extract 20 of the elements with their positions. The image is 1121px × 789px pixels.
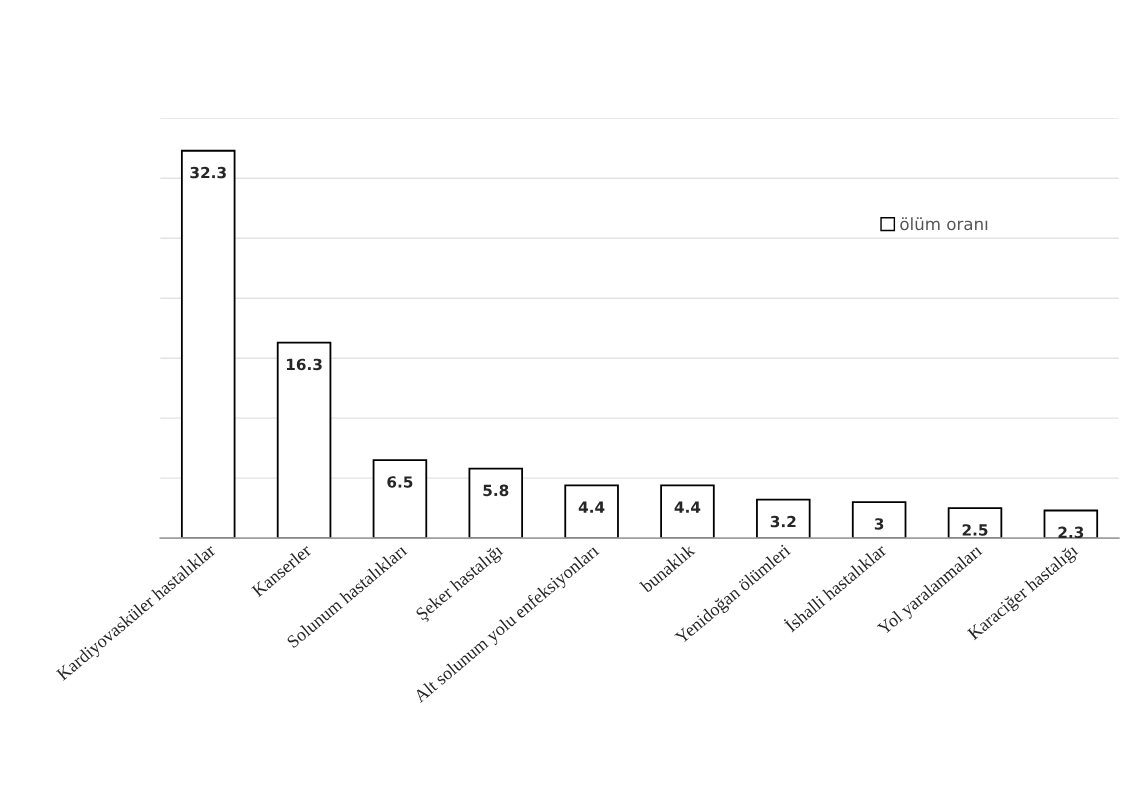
bar (660, 484, 715, 539)
data-label: 32.3 (190, 166, 226, 179)
data-label: 3.2 (770, 515, 796, 528)
data-label: 16.3 (286, 358, 322, 371)
data-label: 6.5 (387, 476, 413, 488)
bar (851, 501, 907, 539)
bar (372, 459, 428, 539)
bar (564, 484, 619, 539)
data-label: 4.4 (674, 501, 701, 513)
data-label: 5.8 (483, 484, 509, 497)
bar (947, 507, 1003, 539)
data-label: 2.3 (1058, 526, 1084, 539)
bar (468, 467, 524, 539)
data-label: 2.5 (962, 524, 988, 536)
data-label: 3 (874, 518, 884, 530)
bar (276, 341, 332, 539)
bar (180, 149, 236, 539)
data-label: 4.4 (578, 501, 605, 513)
bar (756, 498, 811, 539)
legend-label: ölüm oranı (900, 217, 988, 231)
